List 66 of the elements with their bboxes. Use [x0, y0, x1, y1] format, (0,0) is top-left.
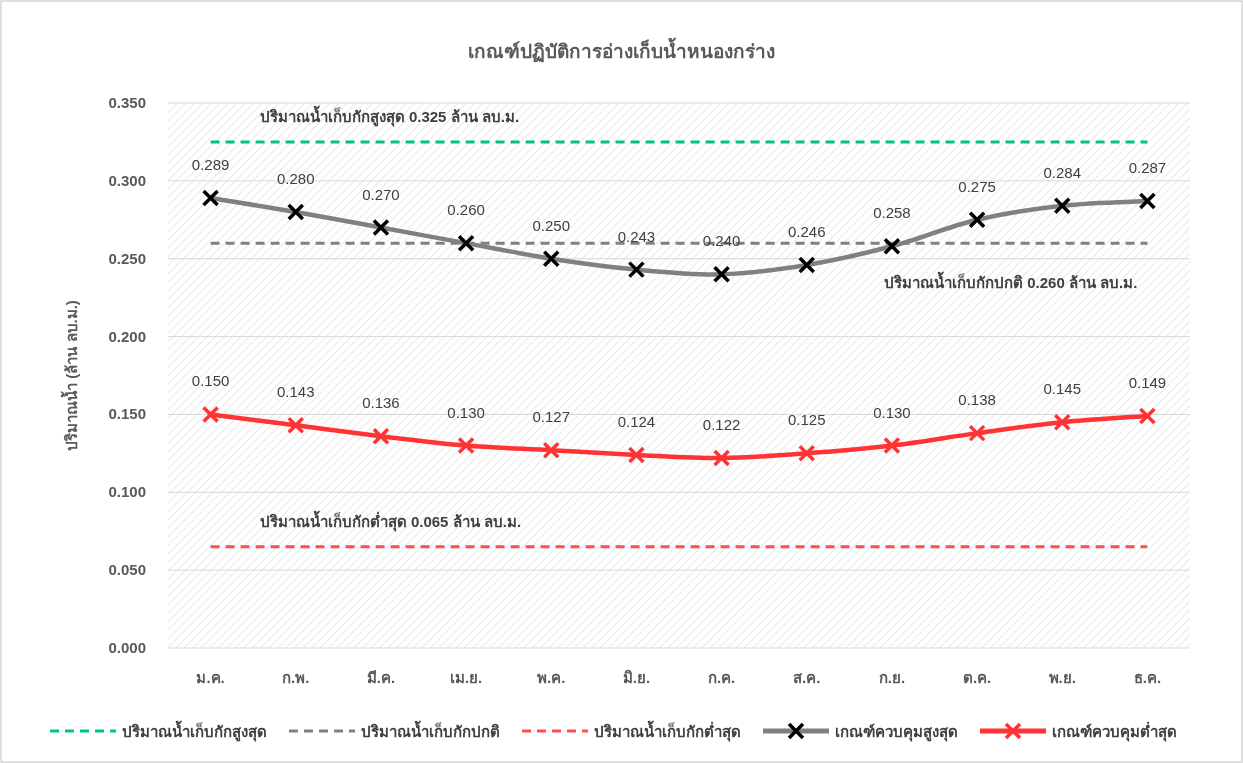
- point: [883, 436, 901, 455]
- annotation: ปริมาณน้ำเก็บกักปกติ 0.260 ล้าน ลบ.ม.: [884, 271, 1138, 292]
- y-tick-label: 0.000: [108, 639, 146, 656]
- point: [1053, 413, 1071, 431]
- chart-title: เกณฑ์ปฏิบัติการอ่างเก็บน้ำหนองกร่าง: [468, 37, 775, 63]
- x-tick-label: ส.ค.: [793, 669, 821, 686]
- x-tick-label: มี.ค.: [366, 669, 396, 686]
- y-tick-label: 0.250: [108, 249, 146, 267]
- x-tick-label: มิ.ย.: [622, 669, 651, 686]
- data-label: 0.150: [191, 372, 230, 390]
- x-tick-label: ม.ค.: [196, 669, 225, 686]
- annotation: ปริมาณน้ำเก็บกักสูงสุด 0.325 ล้าน ลบ.ม.: [259, 104, 520, 127]
- point: [457, 436, 475, 455]
- data-label: 0.280: [276, 170, 315, 187]
- point: [798, 444, 816, 463]
- legend-label: ปริมาณน้ำเก็บกักปกติ: [361, 720, 500, 740]
- data-label: 0.130: [873, 403, 911, 421]
- data-label: 0.289: [191, 155, 230, 173]
- x-tick-label: พ.ค.: [537, 669, 566, 686]
- x-tick-label: ก.ย.: [878, 669, 906, 686]
- legend-label: เกณฑ์ควบคุมสูงสุด: [835, 723, 958, 742]
- y-tick-label: 0.150: [108, 405, 146, 423]
- data-label: 0.127: [532, 408, 571, 426]
- data-label: 0.284: [1043, 163, 1082, 181]
- data-label: 0.246: [787, 222, 826, 240]
- x-tick-label: ธ.ค.: [1133, 669, 1162, 686]
- data-label: 0.270: [362, 185, 400, 203]
- data-label: 0.138: [958, 391, 996, 409]
- data-label: 0.243: [617, 227, 656, 245]
- data-label: 0.240: [702, 232, 741, 250]
- data-label: 0.250: [532, 216, 571, 234]
- y-axis-title: ปริมาณน้ำ (ล้าน ลบ.ม.): [60, 300, 80, 451]
- data-label: 0.125: [787, 411, 826, 429]
- point: [712, 449, 731, 467]
- y-tick-label: 0.200: [108, 327, 146, 345]
- x-tick-label: ต.ค.: [962, 669, 992, 686]
- data-label: 0.122: [702, 416, 741, 434]
- annotation: ปริมาณน้ำเก็บกักต่ำสุด 0.065 ล้าน ลบ.ม.: [259, 509, 522, 532]
- point: [1138, 407, 1157, 425]
- y-tick-label: 0.350: [108, 94, 146, 111]
- legend-label: ปริมาณน้ำเก็บกักต่ำสุด: [594, 720, 741, 742]
- data-label: 0.260: [447, 201, 485, 219]
- point: [968, 424, 986, 442]
- point: [627, 446, 646, 464]
- x-tick-label: พ.ย.: [1048, 669, 1076, 686]
- legend-label: เกณฑ์ควบคุมต่ำสุด: [1052, 721, 1177, 742]
- data-label: 0.136: [362, 394, 400, 412]
- data-label: 0.287: [1128, 159, 1167, 177]
- data-label: 0.130: [447, 403, 485, 421]
- point: [372, 427, 390, 445]
- data-label: 0.124: [617, 412, 656, 430]
- data-label: 0.149: [1128, 373, 1167, 391]
- point: [542, 441, 560, 459]
- data-label: 0.258: [873, 204, 911, 222]
- data-label: 0.143: [276, 383, 315, 401]
- legend-label: ปริมาณน้ำเก็บกักสูงสุด: [122, 720, 267, 742]
- y-tick-label: 0.050: [108, 561, 146, 579]
- data-label: 0.145: [1043, 380, 1082, 398]
- data-label: 0.275: [958, 177, 996, 195]
- point: [201, 405, 220, 424]
- x-tick-label: ก.ค.: [707, 669, 736, 686]
- x-tick-label: เม.ย.: [449, 669, 483, 686]
- point: [287, 416, 305, 435]
- x-tick-label: ก.พ.: [282, 669, 310, 686]
- y-tick-label: 0.100: [108, 483, 146, 501]
- y-tick-label: 0.300: [108, 171, 146, 189]
